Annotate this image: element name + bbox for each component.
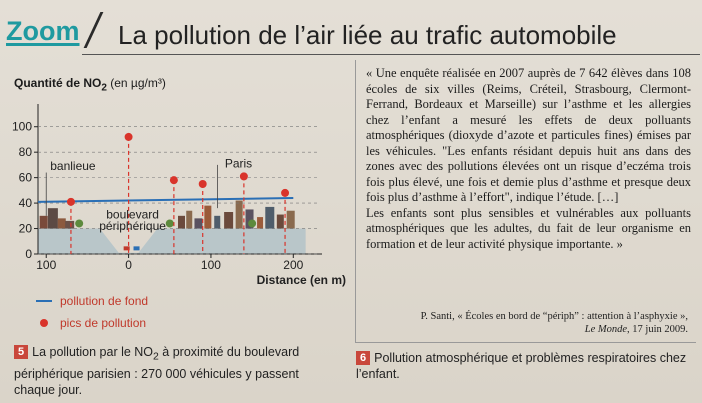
banlieue-building (39, 215, 48, 229)
paris-building (204, 205, 212, 229)
banlieue-building (65, 220, 75, 229)
chart-annotation: banlieue (50, 159, 96, 173)
banlieue-building (47, 208, 58, 229)
no2-chart: 0 20 40 60 80 100 100 0 100 200 Distance (en m) ban… (0, 66, 350, 316)
paris-building (214, 215, 221, 229)
y-tick-label: 40 (19, 196, 33, 210)
zoom-tag: Zoom (6, 16, 80, 46)
document-6-quote-box: « Une enquête réalisée en 2007 auprès de… (355, 60, 696, 343)
quote-source: P. Santi, « Écoles en bord de “périph” :… (421, 310, 688, 336)
x-tick-label: 0 (125, 258, 132, 272)
x-tick-label: 200 (283, 258, 303, 272)
peak-point (124, 132, 133, 141)
legend-dot-swatch (40, 319, 48, 327)
chart-annotation: Paris (225, 156, 252, 170)
peak-point (198, 180, 207, 188)
quote-paragraph-1: « Une enquête réalisée en 2007 auprès de… (366, 66, 691, 204)
ground-profile (38, 228, 306, 254)
paris-building (224, 212, 234, 229)
x-axis-title: Distance (en m) (257, 273, 346, 287)
chart-annotation: périphérique (99, 219, 166, 233)
peak-point (169, 176, 178, 185)
y-axis-title-unit: (en µg/m³) (110, 76, 166, 90)
y-tick-label: 80 (19, 145, 33, 159)
peak-point (281, 188, 290, 197)
car (133, 246, 140, 251)
paris-building (245, 209, 254, 229)
quote-paragraph-2: Les enfants sont plus sensibles et vulné… (366, 205, 691, 251)
caption5-part2: à proximité du boulevard périphérique pa… (14, 345, 300, 397)
paris-building (178, 215, 185, 229)
y-tick-label: 20 (19, 222, 33, 236)
tree (165, 219, 174, 228)
paris-building (235, 200, 243, 229)
chart-annotation: boulevard (106, 207, 159, 221)
legend-line-label: pollution de fond (60, 294, 149, 308)
paris-building (276, 214, 284, 229)
source-date: , 17 juin 2009. (627, 324, 688, 335)
title-rule (82, 54, 700, 55)
source-line-1: P. Santi, « Écoles en bord de “périph” :… (420, 311, 688, 322)
caption5-sub: 2 (153, 351, 159, 363)
document-6-caption: 6 Pollution atmosphérique et problèmes re… (356, 350, 696, 382)
paris-building (257, 217, 264, 229)
x-tick-label: 100 (36, 258, 56, 272)
car (123, 246, 130, 251)
legend-row-peaks: pics de pollution (36, 312, 148, 334)
chart-legend: pollution de fond pics de pollution (36, 290, 148, 334)
background-pollution-line (37, 197, 294, 203)
y-tick-label: 60 (19, 171, 33, 185)
source-newspaper: Le Monde (584, 324, 628, 335)
paris-building (286, 210, 295, 229)
banlieue-building (57, 218, 66, 229)
paris-building (186, 210, 193, 229)
y-axis-title: Quantité de NO2 (en µg/m³) (14, 76, 166, 93)
legend-dot-label: pics de pollution (60, 316, 147, 330)
page-title: La pollution de l’air liée au trafic aut… (118, 20, 617, 50)
paris-building (265, 206, 275, 229)
figure-5-badge: 5 (14, 345, 29, 359)
caption5-part1: La pollution par le NO (32, 345, 154, 359)
y-axis-title-sub: 2 (101, 82, 107, 94)
legend-line-swatch (36, 300, 52, 302)
legend-row-background: pollution de fond (36, 290, 148, 312)
figure-5-caption: 5 La pollution par le NO2 à proximité du … (14, 344, 334, 398)
caption6-text: Pollution atmosphérique et problèmes res… (356, 351, 687, 381)
peak-point (66, 197, 75, 206)
tree (75, 219, 84, 228)
page-header: Zoom La pollution de l’air liée au trafi… (0, 12, 702, 55)
header-slash-divider (83, 12, 104, 48)
quote-text: « Une enquête réalisée en 2007 auprès de… (366, 66, 691, 252)
tree (248, 219, 257, 228)
y-axis-title-prefix: Quantité de NO (14, 76, 102, 90)
y-tick-label: 100 (12, 120, 32, 134)
document-6-badge: 6 (356, 351, 371, 365)
paris-building (194, 218, 203, 229)
peak-point (239, 172, 248, 181)
x-tick-label: 100 (201, 258, 221, 272)
y-tick-label: 0 (25, 247, 32, 261)
